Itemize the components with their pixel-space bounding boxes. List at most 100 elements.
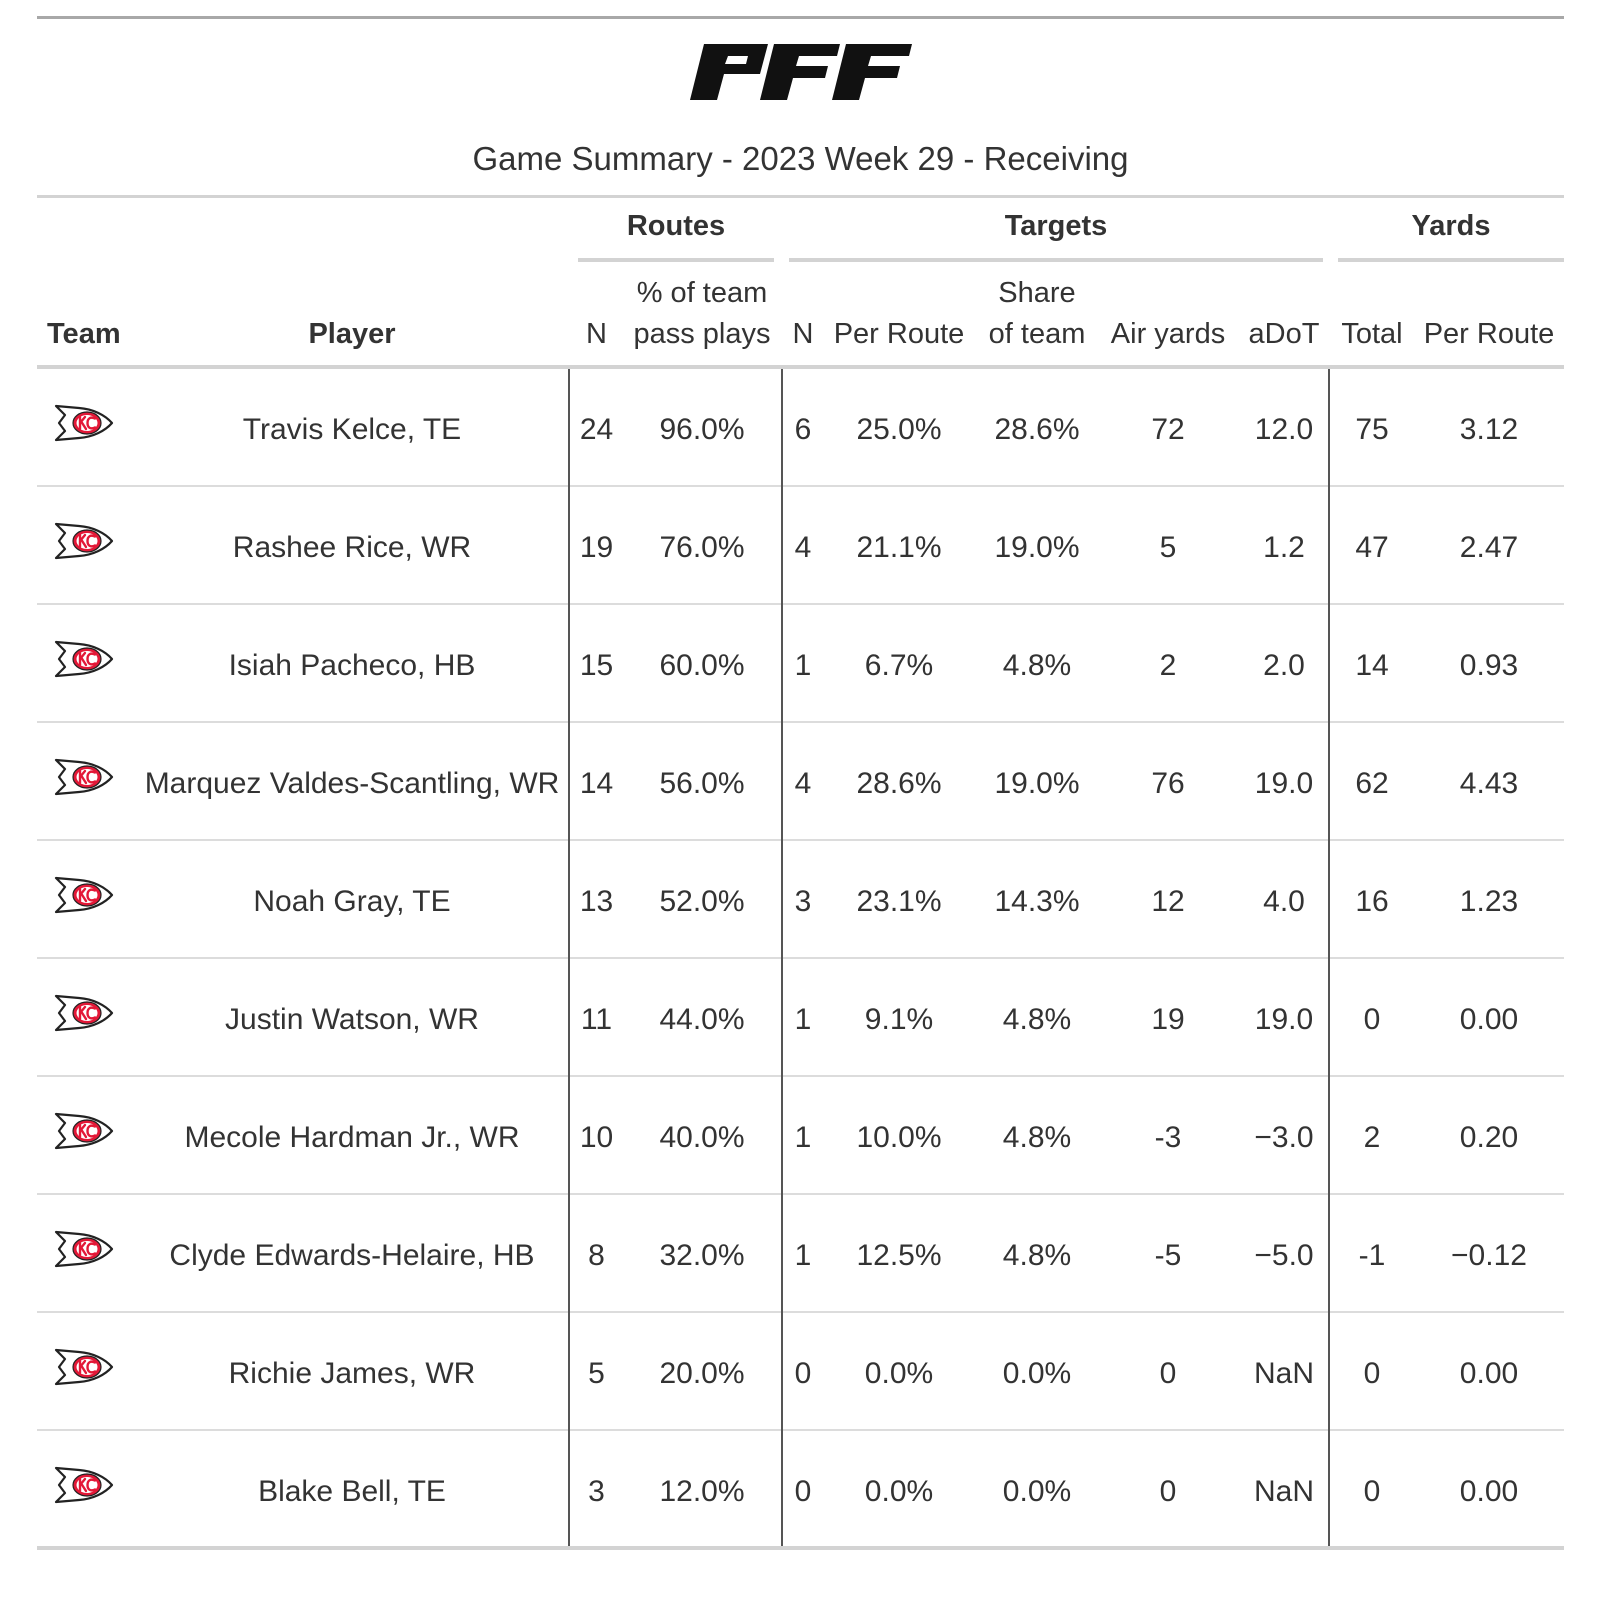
cell-adot: NaN <box>1253 1475 1314 1508</box>
cell-yards-per-route: 2.47 <box>1459 531 1519 564</box>
col-header-team: Team <box>47 318 121 350</box>
cell-routes-pct: 96.0% <box>659 413 745 446</box>
top-rule <box>37 16 1564 19</box>
cell-air-yards: -3 <box>1154 1121 1182 1154</box>
row-separator <box>37 839 1564 841</box>
cell-yards-per-route: 0.20 <box>1459 1121 1519 1154</box>
cell-yards-per-route: 0.00 <box>1459 1475 1519 1508</box>
col-header-routes-pct: % of team pass plays <box>627 273 777 355</box>
cell-targets-per-route: 10.0% <box>856 1121 942 1154</box>
cell-yards-total: 2 <box>1363 1121 1381 1154</box>
spanner-targets: Targets <box>1004 210 1108 242</box>
table-row: Justin Watson, WR 11 44.0% 1 9.1% 4.8% 19 19.0 0… <box>37 959 1564 1077</box>
cell-routes-pct: 44.0% <box>659 1003 745 1036</box>
cell-air-yards: 5 <box>1159 531 1177 564</box>
cell-yards-total: 0 <box>1363 1003 1381 1036</box>
cell-routes-pct: 76.0% <box>659 531 745 564</box>
cell-player: Marquez Valdes-Scantling, WR <box>144 767 560 800</box>
col-header-air-yards: Air yards <box>1110 318 1226 350</box>
row-separator <box>37 721 1564 723</box>
cell-routes-pct: 56.0% <box>659 767 745 800</box>
cell-player: Clyde Edwards-Helaire, HB <box>169 1239 535 1272</box>
cell-adot: −5.0 <box>1254 1239 1314 1272</box>
chiefs-logo-icon <box>53 1465 115 1505</box>
cell-targets-per-route: 21.1% <box>856 531 942 564</box>
cell-player: Blake Bell, TE <box>258 1475 446 1508</box>
cell-targets-n: 1 <box>794 1003 812 1036</box>
row-separator <box>37 603 1564 605</box>
cell-yards-total: -1 <box>1358 1239 1386 1272</box>
col-header-targets-per-route: Per Route <box>833 318 965 350</box>
title-rule <box>37 195 1564 198</box>
cell-yards-total: 62 <box>1355 767 1389 800</box>
cell-routes-n: 14 <box>579 767 614 800</box>
chiefs-logo-icon <box>53 1111 115 1151</box>
cell-routes-n: 11 <box>580 1003 613 1036</box>
row-separator <box>37 1311 1564 1313</box>
col-header-adot: aDoT <box>1248 318 1320 350</box>
cell-routes-pct: 32.0% <box>659 1239 745 1272</box>
cell-targets-n: 3 <box>794 885 812 918</box>
cell-yards-per-route: 1.23 <box>1459 885 1519 918</box>
cell-air-yards: 2 <box>1159 649 1177 682</box>
table-row: Blake Bell, TE 3 12.0% 0 0.0% 0.0% 0 NaN 0 0.00 <box>37 1431 1564 1549</box>
cell-player: Richie James, WR <box>228 1357 476 1390</box>
spanner-yards-line <box>1338 258 1564 262</box>
cell-player: Isiah Pacheco, HB <box>228 649 476 682</box>
cell-yards-total: 0 <box>1363 1357 1381 1390</box>
chiefs-logo-icon <box>53 875 115 915</box>
cell-targets-share: 0.0% <box>1002 1357 1072 1390</box>
cell-targets-n: 6 <box>794 413 812 446</box>
cell-player: Justin Watson, WR <box>225 1003 479 1036</box>
cell-targets-per-route: 0.0% <box>864 1357 934 1390</box>
chiefs-logo-icon <box>53 1347 115 1387</box>
cell-yards-total: 16 <box>1355 885 1389 918</box>
table-row: Clyde Edwards-Helaire, HB 8 32.0% 1 12.5% 4.8… <box>37 1195 1564 1313</box>
table-row: Travis Kelce, TE 24 96.0% 6 25.0% 28.6% 72 12.0… <box>37 369 1564 487</box>
row-separator <box>37 1075 1564 1077</box>
row-separator <box>37 1429 1564 1431</box>
cell-targets-share: 4.8% <box>1002 1121 1072 1154</box>
cell-targets-n: 1 <box>794 1239 812 1272</box>
cell-targets-share: 0.0% <box>1002 1475 1072 1508</box>
cell-adot: 2.0 <box>1263 649 1305 682</box>
cell-adot: 4.0 <box>1263 885 1305 918</box>
cell-player: Noah Gray, TE <box>253 885 451 918</box>
cell-targets-per-route: 25.0% <box>856 413 942 446</box>
cell-routes-n: 13 <box>579 885 614 918</box>
spanner-targets-line <box>789 258 1323 262</box>
col-header-routes-n: N <box>586 318 607 350</box>
cell-adot: −3.0 <box>1254 1121 1314 1154</box>
cell-routes-n: 19 <box>579 531 614 564</box>
pff-logo <box>690 44 912 100</box>
cell-routes-n: 24 <box>579 413 614 446</box>
cell-adot: 12.0 <box>1254 413 1314 446</box>
chiefs-logo-icon <box>53 403 115 443</box>
cell-yards-per-route: −0.12 <box>1451 1239 1527 1272</box>
cell-air-yards: 76 <box>1151 767 1185 800</box>
divider-targets <box>781 369 783 1546</box>
divider-yards <box>1328 369 1330 1546</box>
cell-routes-pct: 40.0% <box>659 1121 745 1154</box>
cell-yards-per-route: 0.00 <box>1459 1003 1519 1036</box>
col-header-targets-n: N <box>792 318 814 350</box>
cell-targets-n: 1 <box>794 649 812 682</box>
cell-targets-per-route: 23.1% <box>856 885 942 918</box>
cell-yards-total: 47 <box>1355 531 1389 564</box>
cell-yards-total: 0 <box>1363 1475 1381 1508</box>
cell-targets-share: 4.8% <box>1002 1239 1072 1272</box>
cell-player: Mecole Hardman Jr., WR <box>184 1121 520 1154</box>
cell-targets-per-route: 12.5% <box>856 1239 942 1272</box>
cell-targets-share: 28.6% <box>994 413 1080 446</box>
table-title: Game Summary - 2023 Week 29 - Receiving <box>472 140 1129 177</box>
cell-targets-n: 0 <box>794 1475 812 1508</box>
chiefs-logo-icon <box>53 993 115 1033</box>
cell-targets-share: 19.0% <box>994 767 1080 800</box>
cell-targets-per-route: 9.1% <box>864 1003 934 1036</box>
bottom-rule <box>37 1546 1564 1550</box>
cell-targets-per-route: 6.7% <box>864 649 934 682</box>
cell-yards-per-route: 3.12 <box>1459 413 1519 446</box>
cell-routes-pct: 60.0% <box>659 649 745 682</box>
cell-targets-share: 19.0% <box>994 531 1080 564</box>
cell-yards-per-route: 4.43 <box>1459 767 1519 800</box>
